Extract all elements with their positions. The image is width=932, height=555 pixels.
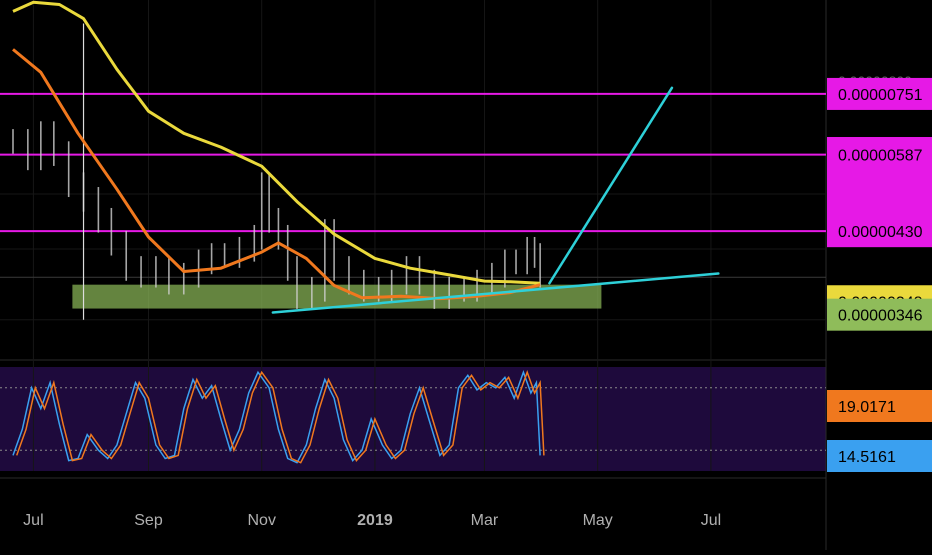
level-price-tag-text: 0.00000430 — [838, 224, 923, 241]
support-zone — [72, 284, 602, 309]
x-tick-label: Mar — [471, 512, 499, 529]
level-price-tag-text: 0.00000587 — [838, 148, 923, 165]
oscillator-value-tag-background — [827, 440, 932, 472]
x-tick-label: Sep — [134, 512, 163, 529]
oscillator-d-line — [15, 369, 545, 464]
level-price-tag-background — [827, 137, 932, 225]
trend-line — [271, 272, 720, 314]
x-tick-label: Nov — [247, 512, 275, 529]
oscillator-value-tag-text: 14.5161 — [838, 449, 896, 466]
x-tick-label: 2019 — [357, 512, 393, 529]
oscillator-value-tag-background — [827, 390, 932, 422]
series-price-tag-background — [827, 298, 932, 331]
trend-line — [548, 86, 674, 285]
oscillator-value-tag: 19.0171 — [827, 390, 932, 422]
level-price-tag: 0.00000587 — [827, 137, 932, 225]
level-price-tag-text: 0.00000751 — [838, 87, 923, 104]
moving-average-line — [12, 0, 541, 285]
series-price-tag-text: 0.00000346 — [838, 308, 923, 325]
x-tick-label: Jul — [23, 512, 43, 529]
oscillator-value-tag-text: 19.0171 — [838, 399, 896, 416]
x-tick-label: May — [583, 512, 613, 529]
level-price-tag-background — [827, 77, 932, 110]
x-tick-label: Jul — [701, 512, 721, 529]
oscillator-k-line — [12, 369, 541, 464]
oscillator-value-tag: 14.5161 — [827, 440, 932, 472]
series-price-tag: 0.00000346 — [827, 298, 932, 331]
level-price-tag: 0.00000751 — [827, 77, 932, 110]
